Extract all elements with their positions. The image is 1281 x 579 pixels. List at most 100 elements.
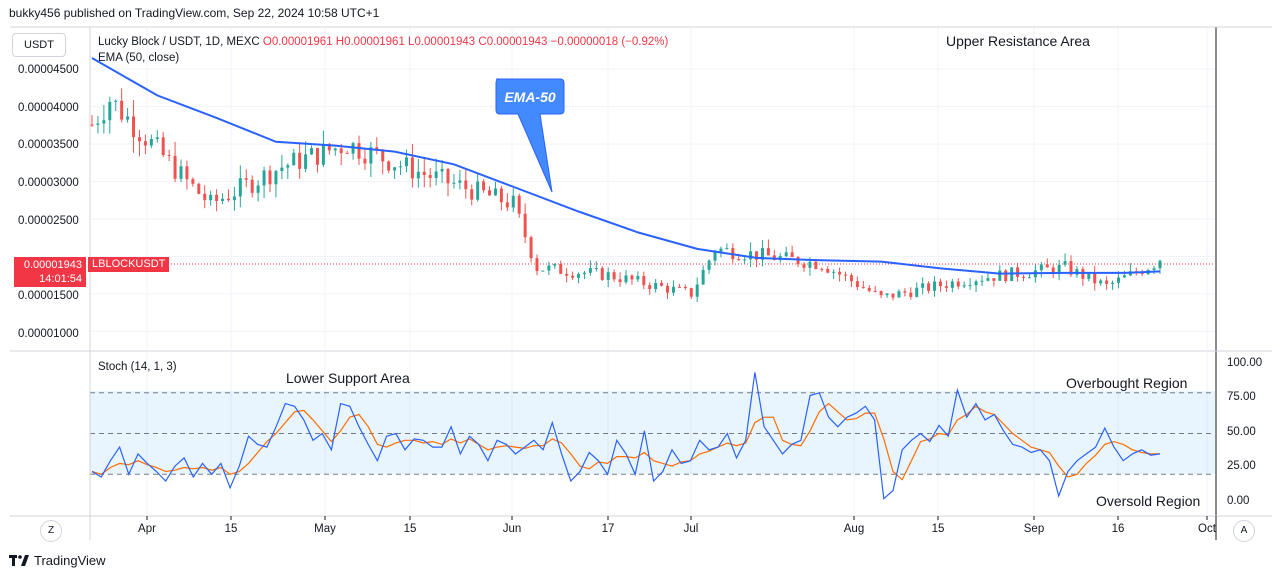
candle-body: [826, 268, 830, 273]
unit-button[interactable]: USDT: [12, 33, 66, 57]
candle-body: [891, 293, 895, 298]
candle-body: [719, 248, 723, 252]
candle-body: [790, 252, 794, 258]
y-tick: 0.00001000: [18, 328, 79, 340]
candle-body: [956, 281, 960, 287]
candle-body: [909, 292, 913, 297]
candle-body: [553, 264, 557, 266]
candle-body: [1027, 277, 1031, 279]
candle-body: [286, 165, 290, 168]
ema-legend[interactable]: EMA (50, close): [98, 52, 180, 64]
x-tick: 15: [224, 523, 238, 535]
candle-body: [814, 261, 818, 269]
candle-body: [921, 283, 925, 288]
auto-scale-button[interactable]: A: [1233, 520, 1255, 542]
candle-body: [215, 194, 219, 201]
candle-body: [523, 213, 527, 238]
candle-body: [1039, 264, 1043, 271]
candle-body: [707, 260, 711, 270]
candle-body: [689, 288, 693, 297]
candles-group: [90, 88, 1162, 303]
x-tick: 17: [601, 523, 615, 535]
candle-body: [440, 168, 444, 172]
candle-body: [173, 155, 177, 179]
candle-body: [387, 161, 391, 171]
candle-body: [1140, 272, 1144, 275]
candle-body: [873, 290, 877, 292]
candle-body: [446, 168, 450, 184]
candle-body: [594, 267, 598, 269]
candle-body: [161, 137, 165, 155]
x-tick: 15: [403, 523, 417, 535]
candle-body: [565, 273, 569, 276]
candle-body: [1016, 267, 1020, 277]
x-tick: 15: [931, 523, 945, 535]
candle-body: [369, 147, 373, 164]
candle-body: [108, 101, 112, 121]
candle-body: [571, 275, 575, 278]
candle-body: [903, 291, 907, 293]
legend-ohlc: O0.00001961 H0.00001961 L0.00001943 C0.0…: [262, 36, 669, 48]
candle-body: [262, 170, 266, 186]
candle-body: [1022, 276, 1026, 278]
candle-body: [927, 283, 931, 291]
y-tick: 50.00: [1227, 426, 1256, 438]
candle-body: [648, 285, 652, 290]
candle-body: [274, 171, 278, 185]
candle-body: [120, 100, 124, 120]
upper-resistance-label: Upper Resistance Area: [946, 33, 1090, 49]
candle-body: [221, 198, 225, 201]
candle-body: [636, 276, 640, 280]
lower-support-label: Lower Support Area: [286, 370, 410, 386]
y-tick: 25.00: [1227, 460, 1256, 472]
candle-body: [844, 274, 848, 276]
y-tick: 0.00002500: [18, 215, 79, 227]
overbought-label: Overbought Region: [1066, 375, 1188, 391]
candle-body: [766, 248, 770, 256]
candle-body: [600, 267, 604, 280]
candle-body: [90, 124, 94, 126]
x-tick: 16: [1111, 523, 1125, 535]
candle-body: [428, 174, 432, 178]
candle-body: [838, 271, 842, 275]
candle-body: [915, 287, 919, 297]
candle-body: [209, 194, 213, 201]
candle-body: [345, 153, 349, 155]
price-badge-left: 0.00001943 14:01:54: [14, 257, 86, 287]
x-tick: Aug: [843, 523, 865, 535]
y-tick: 0.00003500: [18, 139, 79, 151]
candle-body: [885, 293, 889, 296]
candle-body: [606, 272, 610, 280]
candle-body: [855, 281, 859, 288]
publisher-line: bukky456 published on TradingView.com, S…: [9, 6, 380, 20]
candle-body: [339, 148, 343, 154]
candle-body: [250, 179, 254, 193]
candle-body: [933, 281, 937, 291]
candle-body: [203, 193, 207, 201]
candle-body: [292, 152, 296, 166]
candle-body: [179, 166, 183, 179]
candle-body: [458, 180, 462, 183]
candle-body: [1051, 267, 1055, 275]
candle-body: [499, 188, 503, 203]
candle-body: [1099, 280, 1103, 284]
x-tick: May: [314, 523, 336, 535]
candle-body: [226, 198, 230, 201]
candle-body: [796, 257, 800, 265]
timezone-button[interactable]: Z: [40, 520, 62, 542]
candle-body: [660, 282, 664, 286]
candle-body: [1075, 269, 1079, 275]
candle-body: [321, 143, 325, 165]
stoch-legend[interactable]: Stoch (14, 1, 3): [98, 361, 177, 373]
candle-body: [1158, 260, 1162, 269]
candle-body: [737, 259, 741, 261]
candle-body: [577, 274, 581, 278]
candle-body: [517, 195, 521, 214]
tradingview-logo-icon: [9, 554, 29, 566]
footer-brand: TradingView: [34, 553, 106, 568]
candle-body: [422, 171, 426, 175]
candle-body: [404, 157, 408, 167]
candle-body: [143, 141, 147, 146]
candle-body: [808, 261, 812, 268]
